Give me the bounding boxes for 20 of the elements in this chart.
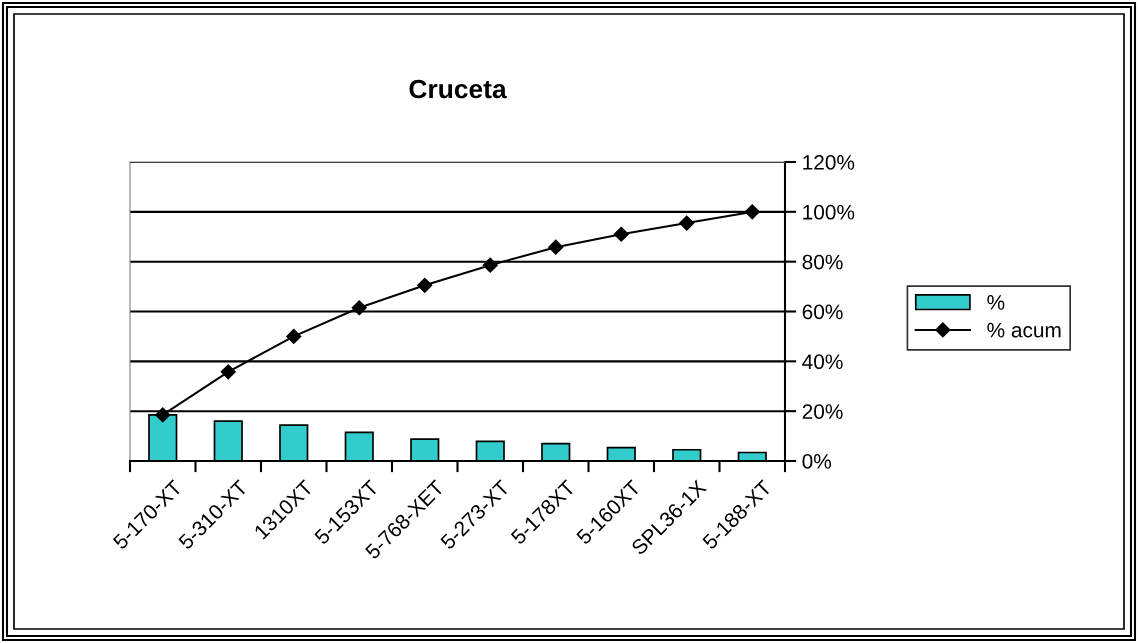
point (613, 226, 629, 242)
y-tick-label: 20% (802, 404, 843, 419)
y-tick-label: 40% (802, 354, 843, 370)
point (417, 277, 433, 293)
point (744, 204, 760, 220)
point (286, 328, 302, 344)
point (679, 215, 695, 231)
legend-label: % acum (987, 322, 1061, 338)
y-tick-label: 80% (802, 254, 843, 270)
point (482, 257, 498, 273)
point (548, 239, 564, 255)
y-tick-label: 0% (802, 454, 832, 469)
y-tick-label: 100% (803, 204, 855, 220)
legend-label: % (987, 295, 1005, 310)
point (155, 407, 171, 423)
point (351, 300, 367, 316)
point (220, 364, 236, 380)
y-tick-label: 60% (802, 304, 843, 320)
chart-title: Cruceta (409, 79, 507, 99)
y-tick-label: 120% (803, 155, 855, 170)
